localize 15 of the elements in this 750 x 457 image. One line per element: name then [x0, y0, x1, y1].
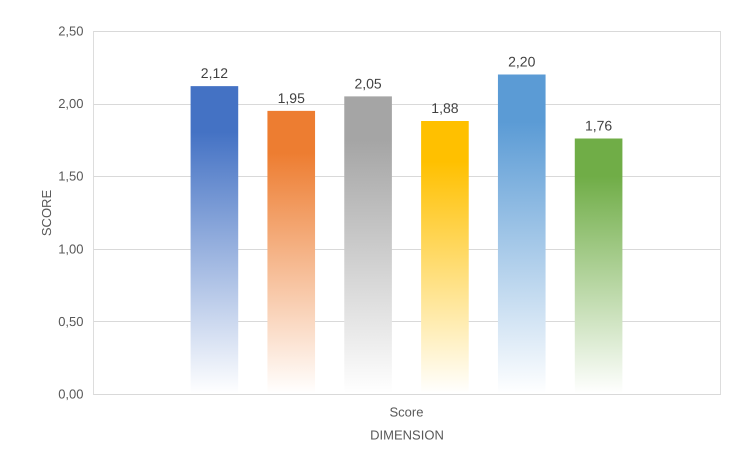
x-axis-title: DIMENSION	[370, 428, 444, 442]
y-tick-label: 0,00	[58, 386, 84, 402]
y-tick-label: 1,50	[58, 168, 84, 184]
data-label: 2,05	[354, 75, 382, 92]
y-tick-label: 1,00	[58, 241, 84, 256]
x-tick-label: Score	[390, 404, 424, 420]
data-label: 2,12	[200, 65, 228, 82]
data-label: 1,76	[584, 117, 612, 134]
data-label: 1,88	[431, 100, 459, 116]
data-label: 2,20	[508, 54, 536, 70]
y-tick-label: 2,00	[58, 96, 84, 112]
data-label: 1,95	[278, 90, 306, 106]
y-tick-label: 2,50	[58, 24, 84, 38]
y-axis-title: SCORE	[39, 190, 54, 236]
y-tick-label: 0,50	[58, 314, 84, 329]
